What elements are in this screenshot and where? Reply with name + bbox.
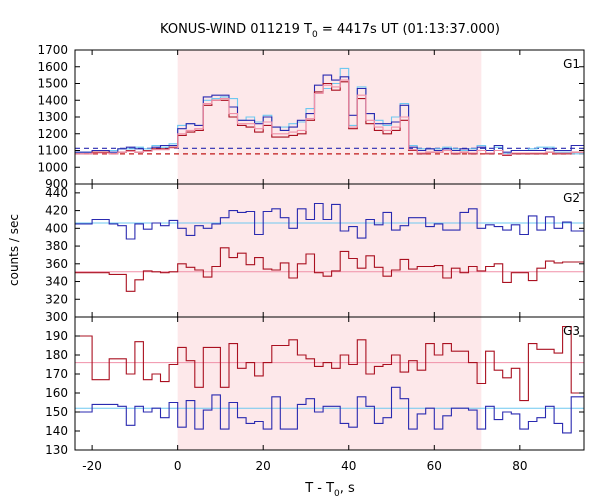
y-tick-label-g3: 150 [45,405,68,419]
series-g2-0 [75,202,584,240]
chart-title-main: KONUS-WIND 011219 T [160,22,312,37]
y-tick-label-g1: 1300 [37,110,68,124]
y-axis-label: counts / sec [7,214,21,286]
y-tick-label-g2: 360 [45,257,68,271]
y-tick-label-g1: 1200 [37,127,68,141]
chart-title-rest: = 4417s UT (01:13:37.000) [318,22,500,37]
y-tick-label-g2: 320 [45,292,68,306]
y-tick-label-g2: 300 [45,310,68,324]
y-tick-label-g2: 420 [45,204,68,218]
panel-g3: 130 140 150 160 170 180 190 G3 [45,316,585,457]
y-tick-label-g2: 440 [45,186,68,200]
series-g1-3 [75,79,584,156]
panel-g1: 900 1000 1100 1200 1300 1400 1500 1600 1700 G1 [37,43,585,191]
y-tick-label-g2: 400 [45,221,68,235]
y-tick-label-g3: 170 [45,367,68,381]
shaded-interval-g3 [177,317,482,450]
y-tick-label-g3: 160 [45,386,68,400]
plot-panels: 90010001100120013001400150016001700G1300… [37,43,585,473]
series-g3-1 [75,386,584,434]
y-tick-label-g1: 1100 [37,144,68,158]
x-tick-label: 20 [256,459,271,473]
y-tick-label-g3: 180 [45,348,68,362]
panel-label-g3: G3 [563,324,580,338]
panel-frame-g3 [74,316,585,451]
x-tick-label: -20 [82,459,102,473]
panel-label-g2: G2 [563,191,580,205]
x-axis-label-rest: , s [340,481,355,496]
y-tick-label-g1: 900 [45,177,68,191]
y-tick-label-g3: 140 [45,424,68,438]
y-tick-label-g3: 130 [45,443,68,457]
panel-label-g1: G1 [563,57,580,71]
y-tick-label-g1: 1700 [37,43,68,57]
series-g3-0 [75,325,584,402]
x-tick-label: 0 [174,459,182,473]
y-tick-label-g1: 1500 [37,77,68,91]
x-tick-label: 80 [512,459,527,473]
x-axis-label: T - T0, s [304,481,355,499]
y-tick-label-g3: 190 [45,329,68,343]
y-tick-label-g2: 380 [45,239,68,253]
series-g1-1 [75,74,584,153]
x-axis-label-sub: 0 [334,489,340,499]
chart-title-sub: 0 [312,30,318,40]
y-tick-label-g2: 340 [45,275,68,289]
y-tick-label-g1: 1400 [37,93,68,107]
x-tick-label: 60 [427,459,442,473]
y-tick-label-g1: 1600 [37,60,68,74]
panel-g2: 300 320 340 360 380 400 420 440 G2 [45,183,585,324]
chart-title: KONUS-WIND 011219 T0 = 4417s UT (01:13:3… [160,22,500,40]
shaded-interval-g2 [177,184,482,317]
x-axis-label-main: T - T [304,481,334,496]
y-tick-label-g1: 1000 [37,160,68,174]
series-g2-1 [75,247,584,292]
shaded-interval-g1 [177,50,482,184]
x-tick-label: 40 [341,459,356,473]
